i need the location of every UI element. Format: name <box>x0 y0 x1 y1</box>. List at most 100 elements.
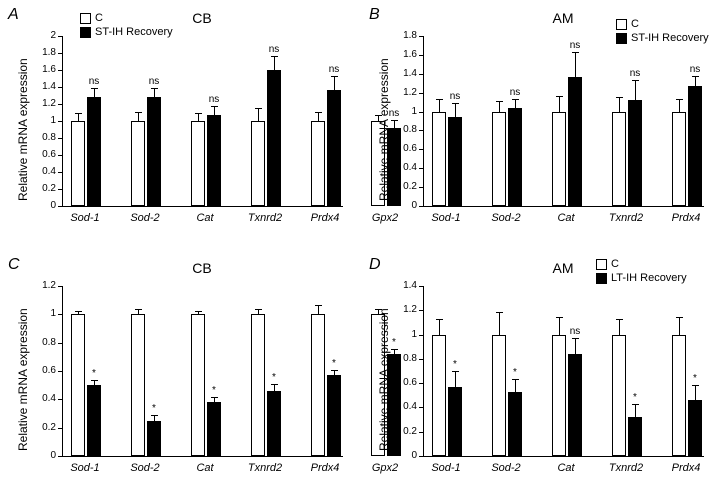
y-tick-mark <box>419 407 423 408</box>
errorbar <box>214 107 215 116</box>
errorbar <box>635 405 636 417</box>
bar-control <box>191 314 205 456</box>
significance-label: * <box>206 385 222 396</box>
errorbar <box>499 313 500 335</box>
significance-label: ns <box>567 40 583 51</box>
y-tick-label: 0.4 <box>393 401 417 412</box>
errorbar <box>455 104 456 117</box>
plot-area: ****** <box>62 286 343 457</box>
errorbar <box>679 100 680 111</box>
y-tick-label: 0 <box>393 200 417 211</box>
x-tick-label: Cat <box>183 212 227 224</box>
y-axis-label: Relative mRNA expression <box>377 308 391 451</box>
bar-treatment <box>628 100 642 206</box>
y-tick-label: 0.6 <box>32 365 56 376</box>
legend-swatch <box>616 19 627 30</box>
errorbar <box>334 371 335 375</box>
x-tick-label: Prdx4 <box>664 462 708 474</box>
errorbar-cap <box>452 371 459 372</box>
bar-control <box>612 335 626 456</box>
significance-label: * <box>326 358 342 369</box>
y-axis-label: Relative mRNA expression <box>16 58 30 201</box>
y-tick-mark <box>419 187 423 188</box>
errorbar <box>559 318 560 335</box>
y-tick-label: 1.4 <box>32 81 56 92</box>
errorbar <box>515 380 516 392</box>
errorbar-cap <box>556 317 563 318</box>
y-tick-mark <box>419 310 423 311</box>
bar-treatment <box>568 354 582 456</box>
legend-row: C <box>596 258 687 270</box>
y-tick-label: 1.6 <box>32 64 56 75</box>
errorbar <box>258 109 259 121</box>
y-tick-mark <box>419 286 423 287</box>
panel-C: CCB******Relative mRNA expression00.20.4… <box>0 250 361 500</box>
bar-treatment <box>508 108 522 206</box>
errorbar-cap <box>632 80 639 81</box>
bar-treatment <box>327 90 341 206</box>
errorbar <box>154 416 155 420</box>
bar-treatment <box>147 421 161 456</box>
y-tick-mark <box>419 456 423 457</box>
y-tick-mark <box>58 206 62 207</box>
bar-control <box>672 112 686 206</box>
y-tick-mark <box>419 149 423 150</box>
y-tick-label: 0.4 <box>393 162 417 173</box>
errorbar <box>94 381 95 385</box>
y-tick-mark <box>58 399 62 400</box>
errorbar <box>138 310 139 314</box>
errorbar <box>695 386 696 401</box>
errorbar-cap <box>195 113 202 114</box>
y-tick-label: 0.2 <box>32 422 56 433</box>
significance-label: ns <box>146 76 162 87</box>
errorbar-cap <box>436 319 443 320</box>
y-tick-mark <box>58 70 62 71</box>
x-tick-label: Sod-2 <box>123 462 167 474</box>
y-tick-mark <box>419 432 423 433</box>
legend-swatch <box>596 273 607 284</box>
bar-control <box>251 121 265 206</box>
bar-treatment <box>207 115 221 206</box>
bar-control <box>672 335 686 456</box>
errorbar-cap <box>692 76 699 77</box>
bar-control <box>71 314 85 456</box>
x-tick-label: Txnrd2 <box>243 212 287 224</box>
errorbar-cap <box>556 96 563 97</box>
y-tick-label: 1 <box>32 308 56 319</box>
y-tick-mark <box>419 93 423 94</box>
significance-label: ns <box>687 64 703 75</box>
bar-control <box>71 121 85 206</box>
errorbar-cap <box>496 312 503 313</box>
y-tick-mark <box>58 87 62 88</box>
errorbar-cap <box>135 112 142 113</box>
errorbar-cap <box>91 88 98 89</box>
y-tick-label: 0.2 <box>393 181 417 192</box>
errorbar <box>439 100 440 111</box>
y-tick-label: 0.2 <box>393 426 417 437</box>
y-tick-label: 0.2 <box>32 183 56 194</box>
errorbar <box>334 77 335 90</box>
significance-label: * <box>687 373 703 384</box>
significance-label: ns <box>266 44 282 55</box>
errorbar-cap <box>692 385 699 386</box>
bar-control <box>612 112 626 206</box>
panel-D: DAMCLT-IH Recovery**ns**nsRelative mRNA … <box>361 250 722 500</box>
errorbar-cap <box>151 88 158 89</box>
plot-area: **ns**ns <box>423 286 704 457</box>
errorbar-cap <box>271 384 278 385</box>
y-tick-label: 1 <box>393 329 417 340</box>
y-tick-mark <box>419 55 423 56</box>
bar-treatment <box>508 392 522 456</box>
legend: C LT-IH Recovery <box>596 258 687 286</box>
bar-control <box>432 112 446 206</box>
significance-label: ns <box>206 94 222 105</box>
y-tick-mark <box>419 359 423 360</box>
significance-label: * <box>447 359 463 370</box>
legend-label: LT-IH Recovery <box>611 272 687 284</box>
panel-B: BAMCST-IH RecoverynsnsnsnsnsnsRelative m… <box>361 0 722 250</box>
errorbar-cap <box>331 76 338 77</box>
y-tick-mark <box>419 168 423 169</box>
y-tick-label: 1.4 <box>393 280 417 291</box>
errorbar-cap <box>91 380 98 381</box>
x-tick-label: Txnrd2 <box>604 212 648 224</box>
